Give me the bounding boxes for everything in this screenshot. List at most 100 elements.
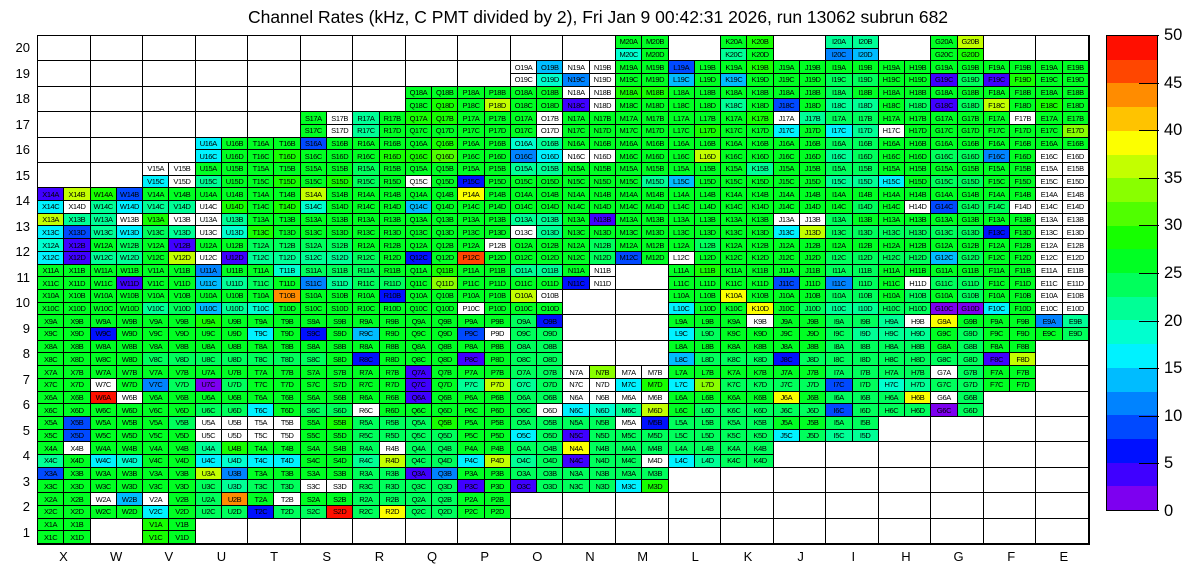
grid-cell-K19A: K19A	[721, 61, 748, 75]
grid-cell-W5A: W5A	[90, 416, 117, 430]
grid-cell-Q7A: Q7A	[405, 366, 433, 379]
grid-cell-R11D: R11D	[379, 277, 406, 290]
grid-cell-J14B: J14B	[799, 188, 827, 202]
grid-cell-W4B: W4B	[116, 442, 144, 456]
grid-cell-W3B: W3B	[116, 467, 144, 481]
grid-cell-G15B: G15B	[957, 162, 984, 176]
grid-cell-O8B: O8B	[537, 340, 564, 354]
colorbar-tick-mark	[1139, 510, 1159, 511]
empty-cell-P1	[458, 518, 511, 544]
grid-cell-J15A: J15A	[773, 162, 800, 176]
grid-cell-M3B: M3B	[642, 467, 669, 481]
grid-cell-H13C: H13C	[878, 226, 906, 240]
grid-cell-J6A: J6A	[773, 391, 800, 405]
grid-cell-O8A: O8A	[510, 340, 538, 354]
grid-cell-U11B: U11B	[221, 264, 249, 278]
grid-cell-Q10B: Q10B	[432, 289, 459, 303]
grid-cell-I11B: I11B	[852, 264, 879, 278]
grid-cell-I12D: I12D	[852, 251, 879, 265]
x-tick-I: I	[851, 549, 856, 564]
grid-cell-Q18A: Q18A	[405, 86, 433, 100]
grid-cell-T8C: T8C	[248, 353, 275, 367]
grid-cell-Q3B: Q3B	[432, 467, 459, 481]
grid-cell-Q13B: Q13B	[432, 213, 459, 227]
y-tick-4: 4	[22, 448, 30, 464]
grid-cell-K18D: K18D	[747, 99, 774, 113]
grid-cell-E9D: E9D	[1062, 328, 1089, 341]
grid-cell-L15C: L15C	[668, 175, 695, 189]
grid-cell-Q17D: Q17D	[432, 124, 459, 138]
grid-cell-R10A: R10A	[353, 289, 380, 303]
grid-cell-K5D: K5D	[747, 429, 774, 443]
grid-cell-L19A: L19A	[668, 61, 695, 75]
grid-cell-G20D: G20D	[957, 48, 984, 62]
grid-cell-F18B: F18B	[1010, 86, 1037, 100]
grid-cell-O14B: O14B	[537, 188, 564, 202]
colorbar-tick-15: 15	[1164, 359, 1183, 378]
empty-cell-U17	[195, 112, 249, 138]
grid-cell-Q18C: Q18C	[405, 99, 433, 113]
grid-cell-U8A: U8A	[195, 340, 222, 354]
grid-cell-S14C: S14C	[300, 201, 328, 214]
grid-cell-V12A: V12A	[143, 239, 170, 252]
grid-cell-U10C: U10C	[195, 302, 222, 316]
grid-cell-I14C: I14C	[826, 201, 853, 214]
grid-cell-S7B: S7B	[327, 366, 354, 379]
grid-cell-N4D: N4D	[589, 455, 617, 468]
grid-cell-P7A: P7A	[458, 366, 485, 379]
grid-cell-F11D: F11D	[1010, 277, 1037, 290]
grid-cell-V15C: V15C	[143, 175, 170, 189]
grid-cell-V13C: V13C	[143, 226, 170, 240]
grid-cell-O13D: O13D	[537, 226, 564, 240]
grid-cell-N11A: N11A	[563, 264, 590, 278]
grid-cell-Q4A: Q4A	[405, 442, 433, 456]
grid-cell-I6C: I6C	[826, 404, 853, 417]
grid-cell-U3C: U3C	[195, 480, 222, 494]
grid-cell-O6D: O6D	[537, 404, 564, 417]
grid-cell-G20B: G20B	[957, 36, 984, 49]
grid-cell-J15B: J15B	[799, 162, 827, 176]
grid-cell-O9C: O9C	[510, 328, 538, 341]
empty-cell-M9	[616, 315, 669, 341]
grid-cell-F16B: F16B	[1010, 137, 1037, 151]
grid-cell-P7B: P7B	[484, 366, 511, 379]
grid-cell-F14A: F14A	[983, 188, 1011, 202]
grid-cell-T12B: T12B	[274, 239, 301, 252]
grid-cell-M12C: M12C	[616, 251, 643, 265]
grid-cell-L15D: L15D	[694, 175, 722, 189]
grid-cell-W6D: W6D	[116, 404, 144, 417]
grid-cell-U6B: U6B	[221, 391, 249, 405]
grid-cell-I8D: I8D	[852, 353, 879, 367]
grid-cell-I19D: I19D	[852, 74, 879, 87]
grid-cell-K9C: K9C	[721, 328, 748, 341]
grid-cell-L12C: L12C	[668, 251, 695, 265]
empty-cell-R1	[353, 518, 406, 544]
grid-cell-M7A: M7A	[616, 366, 643, 379]
grid-cell-L19D: L19D	[694, 74, 722, 87]
grid-cell-N3C: N3C	[563, 480, 590, 494]
grid-cell-I15A: I15A	[826, 162, 853, 176]
grid-cell-E14C: E14C	[1036, 201, 1063, 214]
grid-cell-Q15C: Q15C	[405, 175, 433, 189]
grid-cell-N17C: N17C	[563, 124, 590, 138]
grid-cell-U4D: U4D	[221, 455, 249, 468]
grid-cell-S8D: S8D	[327, 353, 354, 367]
grid-cell-X6B: X6B	[64, 391, 91, 405]
grid-cell-V14C: V14C	[143, 201, 170, 214]
grid-cell-I6A: I6A	[826, 391, 853, 405]
grid-cell-O11B: O11B	[537, 264, 564, 278]
grid-cell-H17A: H17A	[878, 112, 906, 125]
grid-cell-V11A: V11A	[143, 264, 170, 278]
empty-cell-V17	[143, 112, 196, 138]
empty-cell-X17	[38, 112, 91, 138]
grid-cell-T15D: T15D	[274, 175, 301, 189]
grid-cell-W7C: W7C	[90, 378, 117, 392]
grid-cell-O5C: O5C	[510, 429, 538, 443]
grid-cell-H19B: H19B	[905, 61, 932, 75]
grid-cell-E15B: E15B	[1062, 162, 1089, 176]
grid-cell-V12D: V12D	[169, 251, 196, 265]
x-tick-Q: Q	[426, 549, 438, 564]
grid-cell-U6C: U6C	[195, 404, 222, 417]
grid-cell-I14A: I14A	[826, 188, 853, 202]
